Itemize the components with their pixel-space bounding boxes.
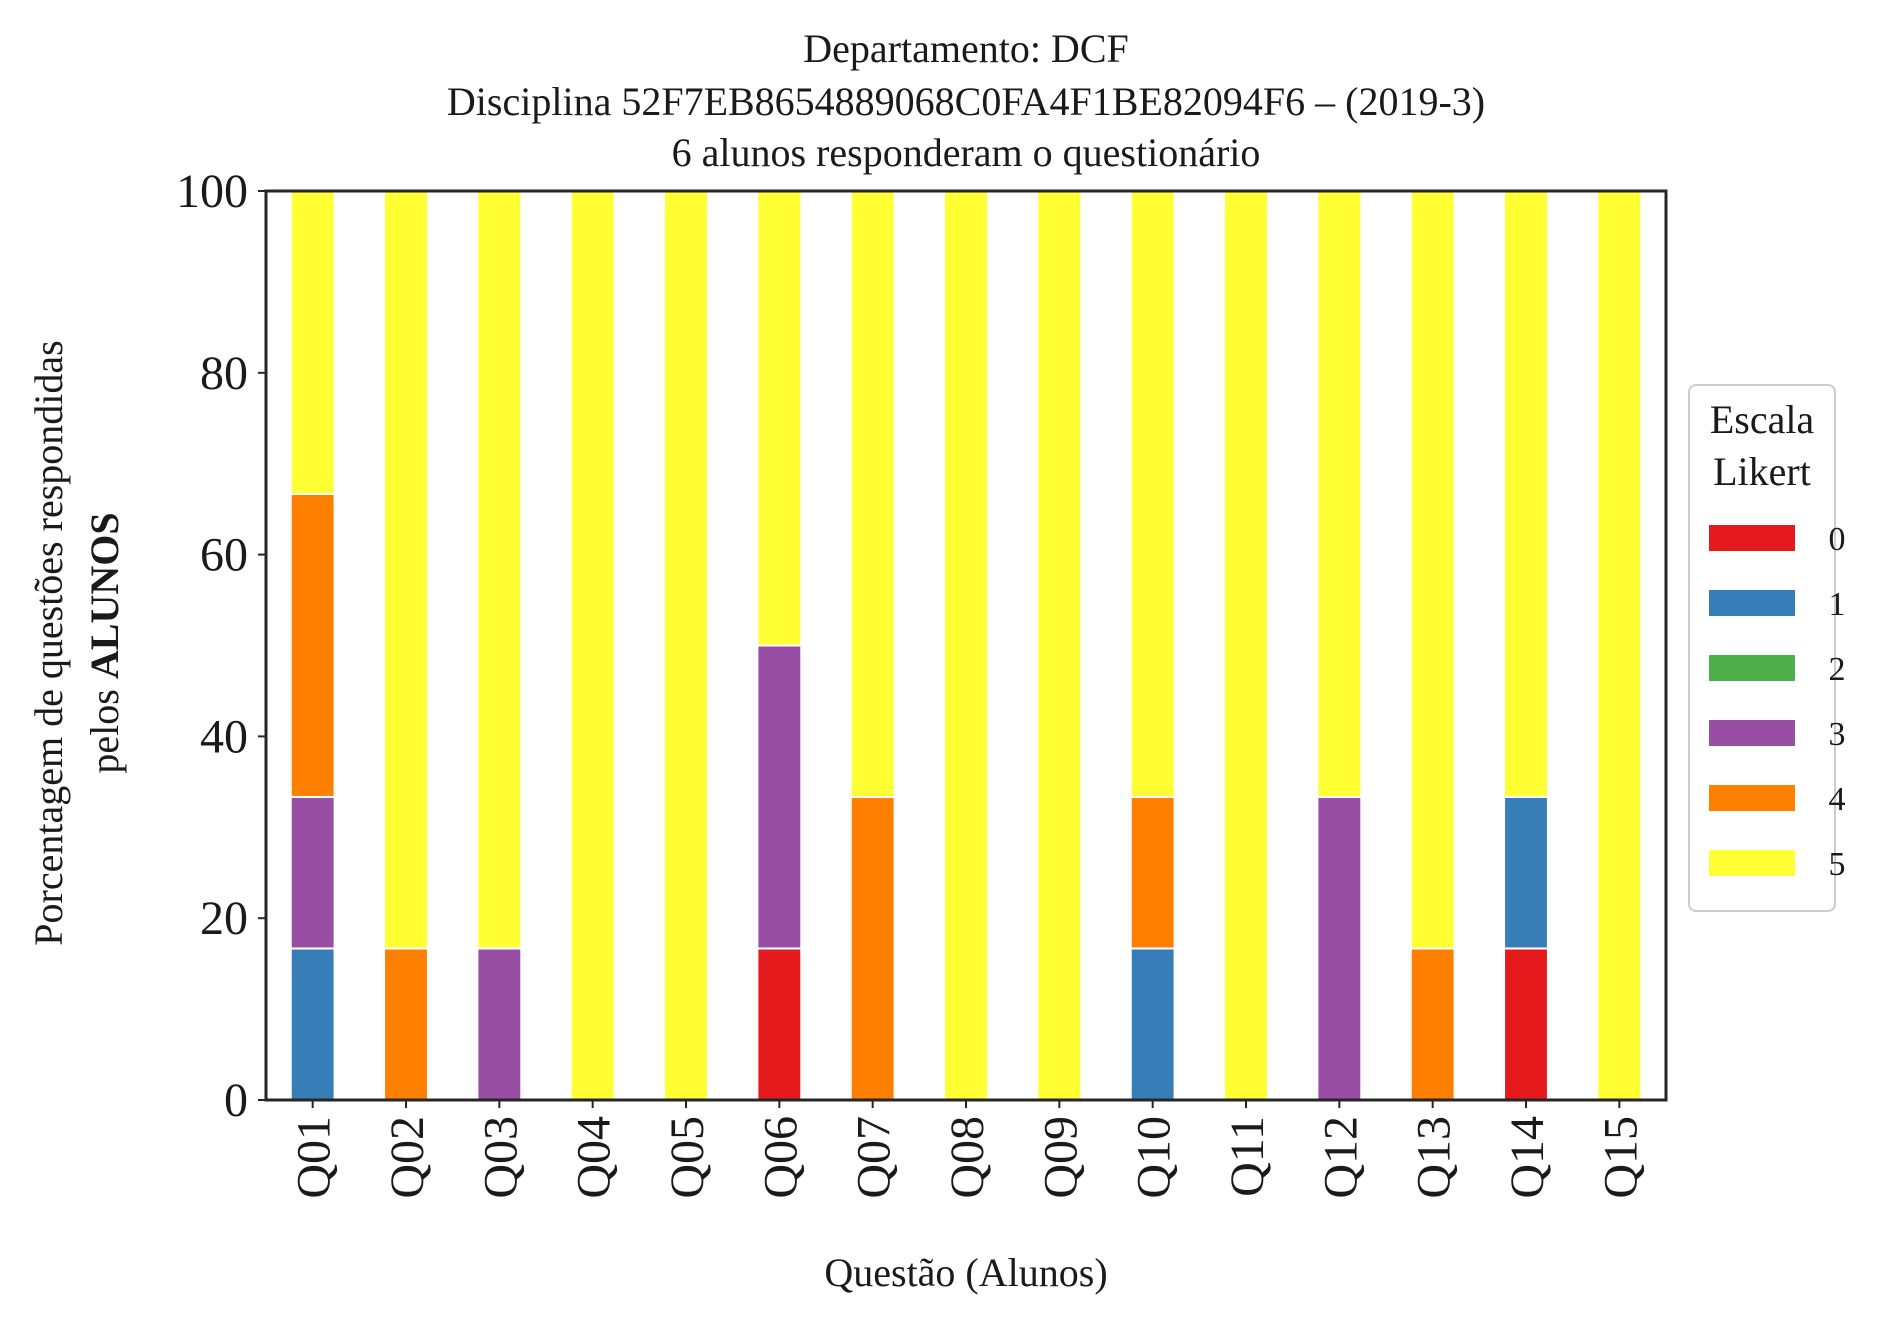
bar-Q14-level-5: [1503, 189, 1549, 798]
bars-group: [289, 189, 1643, 1102]
legend-swatch-5: [1709, 850, 1795, 876]
ylabel-line-2: pelos ALUNOS: [82, 512, 127, 773]
title-line-2: Disciplina 52F7EB8654889068C0FA4F1BE8209…: [447, 79, 1485, 124]
legend-label-2: 2: [1829, 651, 1846, 688]
legend: Escala Likert 0 1 2 3 4 5: [1688, 384, 1846, 912]
bar-Q01-level-3: [289, 795, 336, 950]
bar-Q10-level-1: [1129, 947, 1176, 1102]
chart-title: Departamento: DCF Disciplina 52F7EB86548…: [447, 26, 1485, 175]
bar-Q04-level-5: [569, 190, 616, 1101]
y-tick-label: 80: [200, 347, 248, 400]
bar-Q01-level-5: [289, 190, 336, 495]
legend-label-5: 5: [1829, 846, 1846, 883]
legend-label-4: 4: [1829, 781, 1846, 818]
x-tick-label: Q04: [568, 1116, 621, 1199]
x-tick-label: Q09: [1034, 1116, 1087, 1199]
bar-Q06-level-3: [756, 644, 803, 950]
x-tick-label: Q02: [381, 1116, 434, 1199]
x-tick-label: Q13: [1408, 1116, 1461, 1199]
bar-Q02-level-5: [383, 190, 429, 950]
legend-swatch-0: [1709, 525, 1795, 551]
bar-Q03-level-3: [476, 947, 523, 1102]
ylabel-line-2-bold: ALUNOS: [82, 512, 127, 679]
y-tick-label: 60: [200, 529, 248, 582]
ylabel-line-2-prefix: pelos: [82, 679, 127, 773]
x-tick-label: Q15: [1594, 1116, 1647, 1199]
x-tick-label: Q14: [1501, 1116, 1554, 1199]
bar-Q01-level-1: [289, 947, 336, 1102]
y-ticks-group: 0 20 40 60 80 100: [176, 165, 266, 1127]
legend-swatch-1: [1709, 590, 1795, 616]
x-tick-label: Q05: [661, 1116, 714, 1199]
x-tick-label: Q07: [848, 1116, 901, 1199]
legend-box: [1688, 384, 1836, 912]
x-tick-label: Q03: [474, 1116, 527, 1199]
bar-Q10-level-4: [1129, 795, 1176, 950]
y-tick-label: 40: [200, 710, 248, 763]
x-ticks-group: Q01 Q02 Q03 Q04 Q05 Q06 Q07 Q08 Q09 Q10 Q11 Q12 Q13 Q…: [288, 1100, 1647, 1199]
bar-Q06-level-5: [756, 190, 803, 647]
bar-Q05-level-5: [663, 190, 709, 1101]
legend-swatch-3: [1709, 720, 1795, 746]
ylabel-line-1: Porcentagem de questões respondidas: [26, 340, 71, 945]
x-tick-label: Q08: [941, 1116, 994, 1199]
title-line-1: Departamento: DCF: [803, 26, 1129, 71]
x-axis-label: Questão (Alunos): [824, 1250, 1107, 1295]
bar-Q07-level-5: [849, 190, 896, 799]
y-tick-label: 100: [176, 165, 248, 218]
bar-Q15-level-5: [1596, 190, 1643, 1101]
x-tick-label: Q01: [288, 1116, 341, 1199]
bar-Q03-level-5: [476, 190, 523, 950]
bar-Q02-level-4: [383, 947, 429, 1102]
legend-swatch-2: [1709, 655, 1795, 681]
x-tick-label: Q12: [1314, 1116, 1367, 1199]
legend-label-0: 0: [1829, 521, 1846, 558]
bar-Q11-level-5: [1223, 190, 1269, 1101]
bar-Q06-level-0: [756, 947, 803, 1102]
y-tick-label: 0: [224, 1074, 248, 1127]
bar-Q12-level-5: [1316, 190, 1363, 799]
title-line-3: 6 alunos responderam o questionário: [672, 130, 1261, 175]
x-tick-label: Q06: [754, 1116, 807, 1199]
x-tick-label: Q11: [1221, 1116, 1274, 1197]
legend-title-line-1: Escala: [1710, 397, 1815, 442]
x-tick-label: Q10: [1128, 1116, 1181, 1199]
y-tick-label: 20: [200, 892, 248, 945]
plot-frame: [264, 189, 1668, 1102]
bar-Q14-level-0: [1503, 947, 1549, 1102]
bar-Q10-level-5: [1129, 189, 1176, 798]
bar-Q13-level-5: [1409, 190, 1456, 950]
legend-items: 0 1 2 3 4 5: [1709, 521, 1846, 883]
bar-Q07-level-4: [849, 796, 896, 1101]
bar-Q12-level-3: [1316, 796, 1363, 1101]
bar-Q09-level-5: [1036, 190, 1083, 1101]
legend-label-3: 3: [1829, 716, 1846, 753]
bar-Q08-level-5: [943, 190, 989, 1101]
bar-Q13-level-4: [1409, 947, 1456, 1102]
legend-label-1: 1: [1829, 586, 1846, 623]
legend-swatch-4: [1709, 785, 1795, 811]
bar-Q01-level-4: [289, 492, 336, 798]
legend-title-line-2: Likert: [1713, 449, 1811, 494]
bar-Q14-level-1: [1503, 795, 1549, 950]
y-axis-label: Porcentagem de questões respondidas pelo…: [26, 340, 127, 945]
